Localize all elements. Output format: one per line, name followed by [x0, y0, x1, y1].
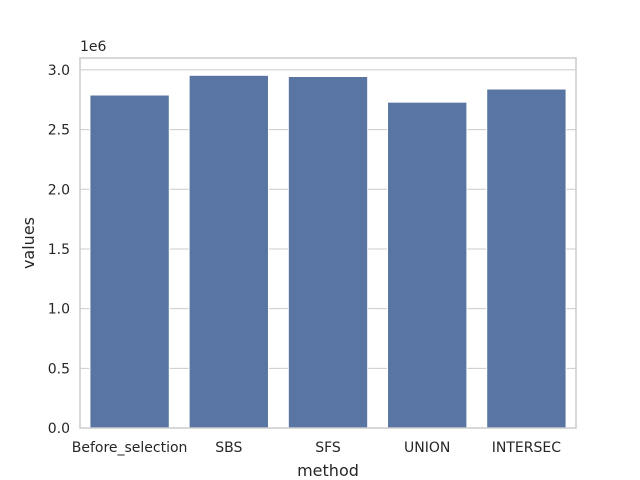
x-tick-label: INTERSEC [492, 440, 561, 456]
x-tick-label: SFS [315, 440, 341, 456]
x-tick-label: SBS [215, 440, 242, 456]
y-tick-label: 2.0 [48, 182, 70, 198]
y-tick-label: 1.5 [48, 242, 70, 258]
y-tick-label: 2.5 [48, 123, 70, 139]
bar [188, 74, 269, 429]
bar [89, 94, 170, 429]
x-tick-label: UNION [404, 440, 450, 456]
x-tick-labels: Before_selection SBS SFS UNION INTERSEC [72, 440, 561, 456]
y-tick-label: 3.0 [48, 63, 70, 79]
bar [387, 101, 468, 429]
y-axis-label: values [19, 217, 38, 269]
y-tick-label: 0.5 [48, 361, 70, 377]
bar [287, 76, 369, 429]
y-tick-label: 0.0 [48, 421, 70, 437]
y-tick-labels: 0.0 0.5 1.0 1.5 2.0 2.5 3.0 [48, 63, 70, 437]
y-tick-label: 1.0 [48, 302, 70, 318]
bar [486, 88, 567, 429]
y-offset-label: 1e6 [80, 39, 107, 55]
x-axis-label: method [297, 461, 359, 480]
bars [89, 74, 567, 429]
axes-frame [79, 57, 577, 429]
x-tick-label: Before_selection [72, 440, 188, 456]
